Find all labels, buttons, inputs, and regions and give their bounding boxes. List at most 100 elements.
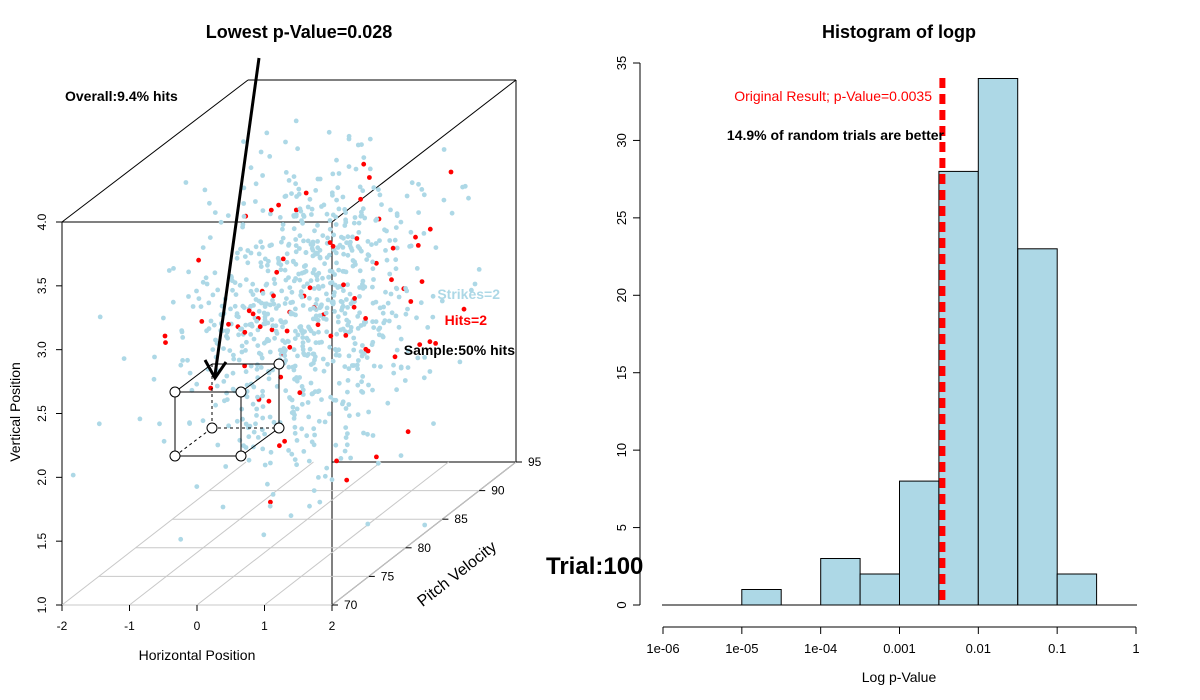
strike-point — [348, 239, 353, 245]
strike-point — [225, 213, 231, 219]
strike-point — [218, 219, 224, 225]
histogram-x-tick-label: 0.1 — [1048, 641, 1066, 656]
reference-label: Original Result; p-Value=0.0035 — [734, 88, 932, 104]
strike-point — [319, 339, 324, 345]
strike-point — [255, 343, 261, 348]
strike-point — [370, 259, 375, 265]
strike-point — [282, 349, 287, 355]
histogram-y-tick-label: 30 — [614, 133, 629, 147]
strike-point — [292, 336, 298, 341]
strike-point — [290, 364, 296, 370]
strike-point — [305, 204, 311, 210]
strike-point — [288, 300, 294, 306]
strike-point — [343, 425, 349, 430]
strike-point — [299, 294, 305, 300]
strike-point — [393, 266, 399, 272]
strike-point — [325, 361, 330, 367]
strike-point — [261, 340, 267, 346]
strike-point — [272, 281, 278, 286]
hit-point — [287, 344, 293, 350]
strike-point — [330, 171, 336, 177]
strike-point — [408, 229, 414, 235]
hit-point — [374, 260, 379, 266]
strike-point — [367, 136, 373, 142]
strike-point — [254, 406, 260, 412]
strike-point — [243, 421, 249, 427]
strike-point — [249, 321, 254, 327]
sample-cube — [174, 363, 280, 457]
strike-point — [297, 233, 303, 239]
strike-point — [342, 223, 348, 228]
hits-legend: Hits=2 — [445, 312, 488, 328]
hit-point — [419, 279, 425, 284]
strike-point — [317, 247, 323, 253]
strike-point — [241, 443, 247, 449]
histogram-x-tick-label: 1e-05 — [725, 641, 758, 656]
floor-grid-line — [129, 461, 314, 606]
strike-point — [371, 325, 377, 330]
strike-point — [258, 264, 264, 269]
strike-point — [288, 513, 294, 519]
strike-point — [224, 390, 230, 396]
strike-point — [304, 335, 310, 341]
hit-point — [358, 196, 363, 202]
histogram-y-axis: 0 5 10 15 20 25 30 35 — [614, 56, 641, 609]
strike-point — [347, 291, 353, 297]
strike-point — [295, 146, 300, 152]
floor-grid-line — [61, 461, 247, 606]
strike-point — [439, 298, 445, 304]
strike-point — [356, 220, 362, 226]
x-tick-label: 2 — [329, 619, 336, 633]
strikes-legend: Strikes=2 — [437, 286, 500, 302]
strike-point — [388, 291, 394, 297]
strike-point — [261, 310, 267, 316]
strike-point — [335, 314, 341, 320]
strike-point — [206, 300, 212, 306]
strike-point — [393, 285, 399, 291]
strike-point — [394, 347, 400, 353]
strike-point — [394, 211, 400, 217]
strike-point — [283, 139, 288, 145]
hit-point — [328, 333, 334, 339]
strike-point — [342, 364, 348, 369]
hit-point — [196, 257, 202, 263]
strike-point — [262, 304, 268, 309]
strike-point — [207, 200, 212, 206]
strike-point — [243, 322, 249, 328]
strike-point — [359, 353, 365, 359]
strike-point — [282, 353, 288, 359]
strike-point — [311, 488, 317, 493]
strike-point — [312, 432, 317, 438]
strike-point — [260, 244, 265, 250]
strike-point — [210, 292, 216, 298]
strike-point — [293, 249, 299, 255]
hit-point — [269, 327, 275, 333]
strike-point — [344, 317, 350, 323]
strike-point — [70, 472, 76, 478]
strike-point — [279, 239, 284, 245]
strike-point — [215, 287, 221, 293]
strike-point — [375, 460, 381, 466]
strike-point — [328, 394, 333, 400]
strike-point — [271, 301, 277, 307]
strike-point — [260, 404, 266, 409]
strike-point — [330, 212, 336, 218]
strike-point — [221, 346, 226, 351]
y-tick-label: 2.0 — [35, 469, 49, 486]
hit-point — [427, 226, 433, 232]
strike-point — [357, 268, 363, 274]
arrow-icon — [203, 57, 261, 381]
strike-point — [266, 376, 272, 382]
strike-point — [287, 285, 293, 290]
strike-point — [241, 185, 247, 191]
hit-point — [242, 329, 248, 335]
strike-point — [349, 363, 355, 368]
strike-point — [306, 324, 311, 330]
strike-point — [96, 421, 102, 427]
hit-point — [274, 269, 280, 275]
hit-point — [389, 277, 394, 283]
strike-point — [283, 193, 289, 199]
strike-point — [377, 192, 383, 198]
strike-point — [239, 343, 245, 349]
strike-point — [376, 187, 381, 193]
